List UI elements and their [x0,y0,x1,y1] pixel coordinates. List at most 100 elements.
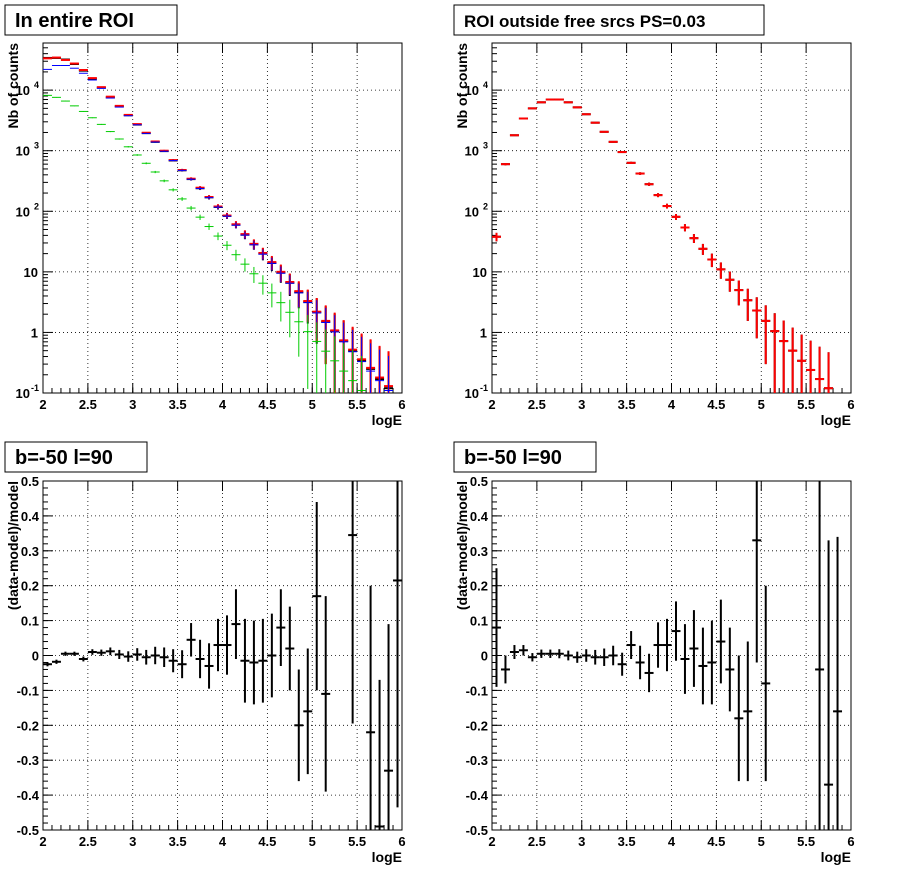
y-tick-label: -0.4 [17,788,40,803]
y-tick-label: 0.3 [470,544,488,559]
y-tick-label: 10 [16,83,30,98]
y-tick-label: -0.2 [17,718,39,733]
y-axis-label: (data-model)/model [5,481,21,610]
chart-title: ROI outside free srcs PS=0.03 [464,12,705,31]
y-tick-exponent: -1 [480,383,488,393]
x-tick-label: 3 [129,834,136,849]
x-tick-label: 4.5 [707,834,725,849]
y-axis-label: Nb of counts [5,43,21,129]
y-tick-exponent: -1 [31,383,39,393]
y-tick-label: 0 [32,649,39,664]
y-tick-label: 0 [481,649,488,664]
x-tick-label: 6 [847,834,854,849]
x-tick-label: 4 [219,834,227,849]
x-tick-label: 3.5 [169,397,187,412]
x-tick-label: 2.5 [528,397,546,412]
y-tick-label: 0.5 [470,474,488,489]
x-tick-label: 5.5 [797,834,815,849]
x-tick-label: 2.5 [79,834,97,849]
x-tick-label: 5 [309,834,316,849]
plot-frame [491,480,852,831]
x-tick-label: 6 [398,397,405,412]
y-tick-label: 0.2 [21,579,39,594]
y-tick-label: 10 [465,386,479,401]
y-tick-label: -0.3 [17,753,39,768]
y-tick-label: 10 [16,204,30,219]
y-axis-label: (data-model)/model [454,481,470,610]
title-box [4,4,178,36]
chart-title: b=-50 l=90 [15,447,113,469]
y-tick-label: 10 [16,144,30,159]
x-tick-label: 4 [668,397,676,412]
series-1 [492,98,834,393]
x-tick-label: 3.5 [169,834,187,849]
x-tick-label: 4.5 [258,397,276,412]
x-tick-label: 4.5 [707,397,725,412]
y-tick-label: 0.4 [21,509,40,524]
x-tick-label: 3.5 [618,834,636,849]
y-tick-label: 10 [24,265,38,280]
y-tick-label: 0.2 [470,579,488,594]
y-tick-label: -0.1 [466,683,488,698]
y-tick-label: -0.5 [466,823,488,838]
x-tick-label: 3 [129,397,136,412]
x-tick-label: 3.5 [618,397,636,412]
x-tick-label: 2 [39,834,46,849]
x-tick-label: 4.5 [258,834,276,849]
series-3 [43,94,367,393]
x-axis-label: logE [821,849,851,865]
x-tick-label: 6 [398,834,405,849]
y-tick-exponent: 2 [483,201,488,211]
plot-frame [42,42,403,394]
x-axis-label: logE [372,412,402,428]
y-tick-label: 10 [16,386,30,401]
y-tick-exponent: 4 [483,80,488,90]
x-tick-label: 5.5 [797,397,815,412]
y-tick-exponent: 4 [34,80,39,90]
x-tick-label: 2 [488,397,495,412]
x-tick-label: 3 [578,834,585,849]
x-tick-label: 2.5 [79,397,97,412]
y-tick-label: -0.2 [466,718,488,733]
x-axis-label: logE [372,849,402,865]
title-box [453,4,765,36]
y-tick-label: 10 [465,144,479,159]
y-tick-label: 0.1 [470,614,488,629]
y-tick-label: 0.1 [21,614,39,629]
title-box [453,441,597,473]
chart-panel-bottom-left: 2 2.5 3 3.5 4 4.5 5 5.5 6 -0.5 -0.4 -0.3 -0.2 -0.1 0 0.… [4,441,406,865]
x-tick-label: 6 [847,397,854,412]
x-tick-label: 4 [668,834,676,849]
x-tick-label: 2 [39,397,46,412]
y-tick-exponent: 2 [34,201,39,211]
x-tick-label: 2.5 [528,834,546,849]
y-tick-label: -0.4 [466,788,489,803]
y-axis-label: Nb of counts [454,43,470,129]
x-tick-label: 3 [578,397,585,412]
y-tick-label: 10 [465,83,479,98]
series-0 [492,481,843,830]
y-tick-label: 1 [480,325,487,340]
x-tick-label: 5.5 [348,834,366,849]
y-tick-label: -0.1 [17,683,39,698]
chart-title: In entire ROI [15,10,134,32]
plot-frame [491,42,852,394]
series-0 [43,481,402,830]
plot-frame [42,480,403,831]
y-tick-label: 10 [473,265,487,280]
y-tick-label: -0.3 [466,753,488,768]
x-tick-label: 5 [758,834,765,849]
y-tick-label: 1 [31,325,38,340]
y-tick-label: 0.4 [470,509,489,524]
title-box [4,441,148,473]
x-tick-label: 5 [758,397,765,412]
y-tick-exponent: 3 [483,141,488,151]
y-tick-label: 10 [465,204,479,219]
x-tick-label: 5 [309,397,316,412]
x-tick-label: 5.5 [348,397,366,412]
y-tick-label: 0.3 [21,544,39,559]
x-tick-label: 4 [219,397,227,412]
